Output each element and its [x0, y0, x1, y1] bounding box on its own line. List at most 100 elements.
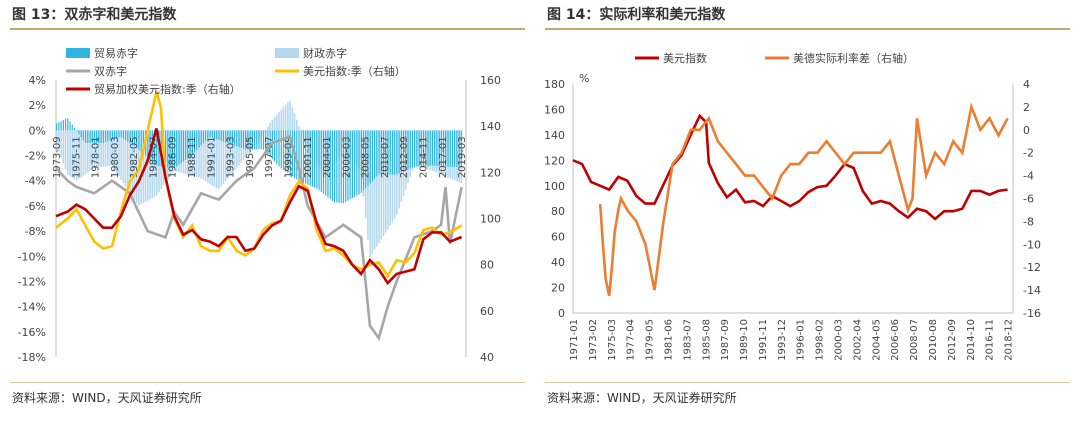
- x-tick-label: 2014-10: [966, 319, 977, 361]
- y-left-tick-label: 60: [551, 231, 565, 244]
- trade-deficit-bar: [262, 130, 265, 150]
- fiscal-deficit-bar: [204, 130, 207, 182]
- trade-deficit-bar: [305, 130, 307, 184]
- fiscal-deficit-bar: [207, 130, 209, 183]
- trade-deficit-bar: [207, 130, 209, 139]
- fiscal-deficit-bar: [231, 130, 234, 173]
- trade-deficit-bar: [102, 130, 104, 143]
- trade-deficit-bar: [100, 130, 102, 143]
- x-tick-label: 1988-11: [187, 136, 198, 178]
- trade-deficit-bar: [402, 130, 405, 172]
- trade-deficit-bar: [449, 130, 451, 167]
- fiscal-deficit-bar: [142, 130, 145, 204]
- trade-deficit-bar: [231, 130, 233, 145]
- y-right-tick-label: 120: [480, 166, 501, 179]
- fiscal-deficit-bar: [298, 125, 300, 131]
- fiscal-deficit-bar: [133, 130, 136, 200]
- trade-deficit-bar: [422, 130, 425, 167]
- trade-deficit-bar: [87, 130, 89, 143]
- fiscal-deficit-bar: [235, 130, 238, 168]
- x-tick-label: 2010-07: [380, 136, 391, 178]
- trade-deficit-bar: [98, 130, 100, 143]
- x-tick-label: 1987-09: [720, 319, 731, 361]
- trade-deficit-bar: [133, 130, 136, 147]
- x-tick-label: 2006-03: [341, 136, 352, 178]
- y-left-tick-label: 0: [558, 307, 565, 320]
- fiscal-deficit-bar: [215, 130, 218, 189]
- trade-deficit-bar: [89, 130, 91, 143]
- fiscal-deficit-bar: [382, 130, 385, 237]
- fiscal-deficit-bar: [278, 112, 280, 131]
- fiscal-deficit-bar: [384, 130, 387, 233]
- trade-deficit-bar: [431, 130, 434, 166]
- trade-deficit-bar: [296, 130, 298, 180]
- trade-deficit-bar: [387, 130, 389, 175]
- trade-deficit-bar: [113, 130, 116, 139]
- fiscal-deficit-bar: [124, 130, 127, 187]
- trade-deficit-bar: [314, 130, 316, 188]
- fiscal-deficit-bar: [233, 130, 236, 171]
- trade-deficit-bar: [414, 130, 416, 167]
- trade-deficit-bar: [347, 130, 349, 201]
- fiscal-deficit-bar: [387, 130, 389, 230]
- y-left-unit: %: [579, 72, 589, 85]
- fiscal-deficit-bar: [118, 130, 120, 177]
- y-right-tick-label: 160: [480, 74, 501, 87]
- fiscal-deficit-bar: [296, 119, 298, 131]
- trade-deficit-bar: [178, 130, 180, 165]
- trade-deficit-bar: [322, 130, 325, 194]
- fiscal-deficit-bar: [271, 119, 274, 131]
- y-right-tick-label: 80: [480, 259, 494, 272]
- fiscal-deficit-bar: [273, 117, 276, 131]
- fiscal-deficit-bar: [120, 130, 122, 180]
- fiscal-deficit-bar: [211, 130, 214, 186]
- trade-deficit-bar: [454, 130, 456, 167]
- y-left-tick-label: -16%: [18, 326, 46, 339]
- trade-deficit-bar: [265, 130, 267, 153]
- trade-deficit-bar: [456, 130, 458, 167]
- trade-deficit-bar: [391, 130, 394, 175]
- trade-deficit-bar: [191, 130, 193, 156]
- trade-deficit-bar: [247, 130, 249, 150]
- fiscal-deficit-bar: [280, 109, 283, 131]
- trade-deficit-bar: [205, 130, 207, 141]
- trade-deficit-bar: [96, 130, 98, 143]
- chart-title: 图 14：实际利率和美元指数: [547, 7, 726, 23]
- trade-deficit-bar: [229, 130, 231, 144]
- x-tick-label: 2019-03: [457, 136, 468, 178]
- trade-deficit-bar: [420, 130, 422, 167]
- x-tick-label: 1977-04: [626, 319, 637, 361]
- trade-deficit-bar: [185, 130, 187, 160]
- trade-deficit-bar: [93, 130, 96, 143]
- trade-deficit-bar: [278, 130, 280, 167]
- fiscal-deficit-bar: [100, 130, 102, 168]
- legend-label: 双赤字: [94, 64, 127, 78]
- fiscal-deficit-bar: [109, 130, 111, 166]
- fiscal-deficit-bar: [229, 130, 231, 176]
- trade-deficit-bar: [418, 130, 420, 167]
- y-left-tick-label: 160: [544, 103, 565, 116]
- trade-deficit-bar: [236, 130, 238, 147]
- trade-deficit-bar: [282, 130, 285, 171]
- trade-deficit-bar: [165, 130, 167, 167]
- fiscal-deficit-bar: [149, 130, 151, 200]
- x-tick-label: 1981-06: [663, 319, 674, 361]
- y-right-tick-label: -16: [1023, 307, 1041, 320]
- fiscal-deficit-bar: [269, 123, 271, 131]
- trade-deficit-bar: [438, 130, 440, 167]
- trade-deficit-bar: [320, 130, 322, 193]
- trade-deficit-bar: [116, 130, 118, 139]
- trade-deficit-bar: [156, 130, 158, 166]
- trade-deficit-bar: [389, 130, 391, 175]
- x-tick-label: 1982-05: [129, 136, 140, 178]
- trade-deficit-bar: [71, 124, 73, 131]
- legend-label: 贸易赤字: [94, 46, 138, 60]
- y-right-tick-label: -4: [1023, 170, 1034, 183]
- trade-deficit-bar: [302, 130, 305, 183]
- y-right-tick-label: 40: [480, 351, 494, 364]
- y-right-tick-label: 140: [480, 120, 501, 133]
- trade-deficit-bar: [307, 130, 309, 185]
- fiscal-deficit-bar: [113, 130, 116, 170]
- fiscal-deficit-bar: [289, 101, 291, 131]
- trade-deficit-bar: [222, 130, 225, 142]
